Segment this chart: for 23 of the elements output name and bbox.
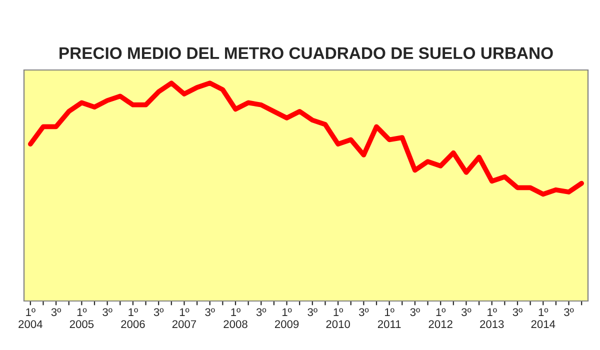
x-tick-label: 3º bbox=[564, 308, 574, 316]
x-tick-label: 1º 2013 bbox=[480, 308, 504, 328]
x-tick-label: 3º bbox=[358, 308, 369, 316]
chart-title: PRECIO MEDIO DEL METRO CUADRADO DE SUELO URBANO bbox=[60, 47, 553, 60]
x-tick-label: 3º bbox=[410, 308, 420, 316]
x-tick-label: 1º 2006 bbox=[121, 308, 145, 328]
x-tick-label: 1º 2012 bbox=[428, 308, 452, 328]
x-tick-label: 1º 2009 bbox=[274, 308, 299, 328]
x-tick-label: 3º bbox=[102, 308, 112, 316]
x-tick-label: 1º 2010 bbox=[326, 308, 350, 328]
x-tick-label: 3º bbox=[462, 308, 472, 316]
x-tick-label: 1º 2007 bbox=[172, 308, 196, 328]
x-tick-label: 1º 2005 bbox=[70, 308, 94, 328]
x-tick-label: 3º bbox=[154, 308, 164, 316]
x-tick-label: 1º 2014 bbox=[531, 308, 556, 328]
x-tick-label: 3º bbox=[512, 308, 522, 316]
x-tick-label: 3º bbox=[256, 308, 266, 316]
x-tick-label: 3º bbox=[205, 308, 215, 316]
x-tick-label: 1º 2011 bbox=[378, 308, 401, 328]
x-tick-label: 3º bbox=[51, 308, 62, 316]
x-tick-label: 1º 2004 bbox=[18, 308, 42, 328]
x-tick-label: 3º bbox=[308, 308, 318, 316]
x-tick-label: 1º 2008 bbox=[224, 308, 248, 328]
